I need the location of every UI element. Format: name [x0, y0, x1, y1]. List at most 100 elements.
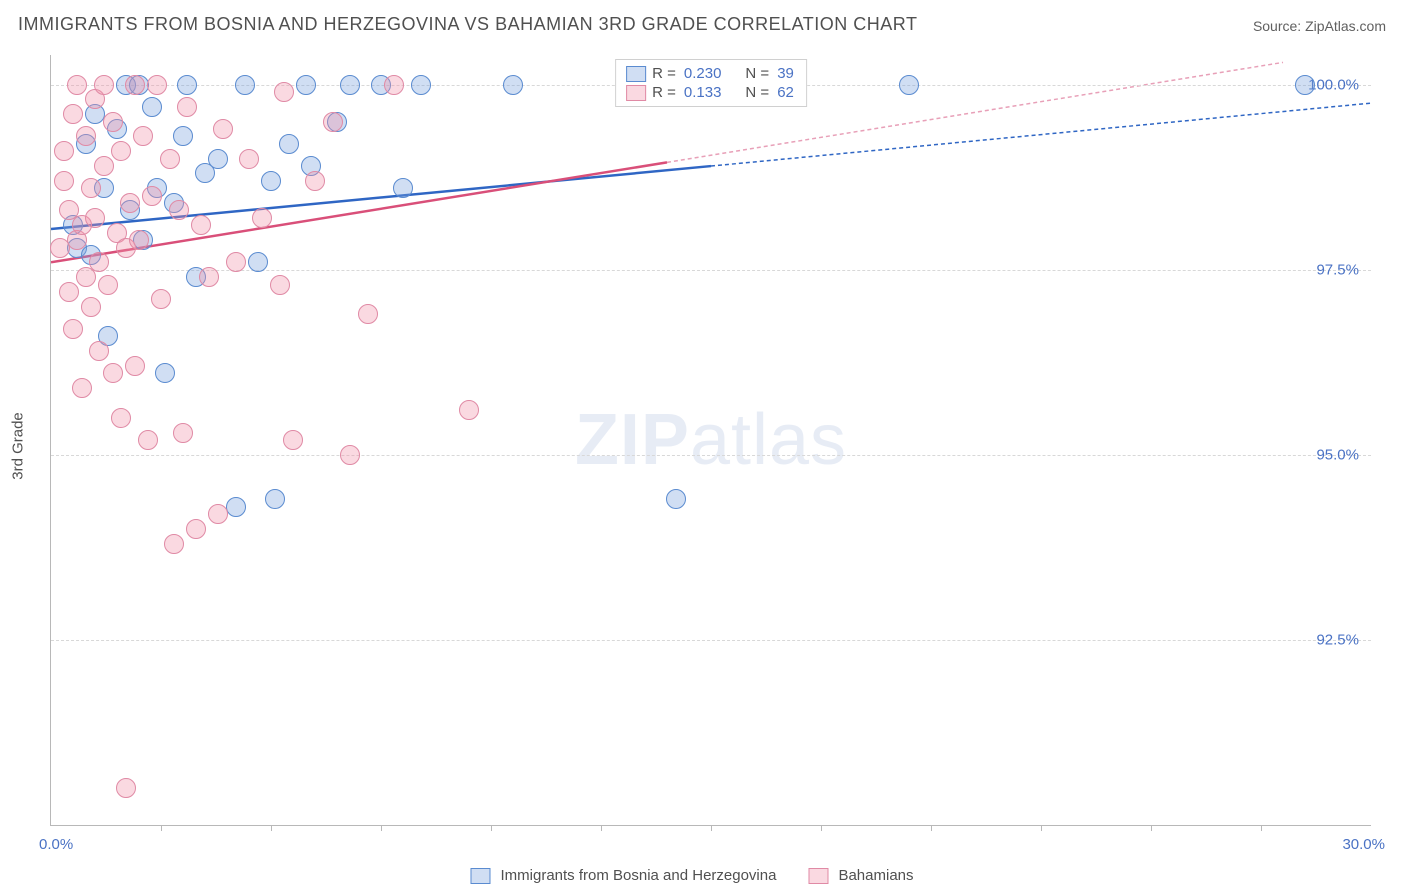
- data-point: [81, 297, 101, 317]
- legend-r-label: R =: [652, 65, 676, 82]
- data-point: [147, 75, 167, 95]
- data-point: [59, 282, 79, 302]
- data-point: [323, 112, 343, 132]
- data-point: [270, 275, 290, 295]
- plot-area: ZIPatlas 92.5%95.0%97.5%100.0% R =0.230N…: [50, 55, 1371, 826]
- legend-n-label: N =: [745, 84, 769, 101]
- data-point: [666, 489, 686, 509]
- gridline: [51, 455, 1371, 456]
- stats-legend-row: R =0.230N =39: [626, 64, 796, 83]
- data-point: [67, 75, 87, 95]
- data-point: [72, 378, 92, 398]
- gridline: [51, 270, 1371, 271]
- y-tick-label: 100.0%: [1308, 76, 1359, 93]
- data-point: [213, 119, 233, 139]
- data-point: [98, 275, 118, 295]
- x-tick: [1261, 825, 1262, 831]
- data-point: [76, 126, 96, 146]
- x-tick: [821, 825, 822, 831]
- data-point: [173, 423, 193, 443]
- data-point: [248, 252, 268, 272]
- data-point: [63, 104, 83, 124]
- legend-swatch: [470, 868, 490, 884]
- data-point: [186, 519, 206, 539]
- data-point: [199, 267, 219, 287]
- data-point: [265, 489, 285, 509]
- watermark: ZIPatlas: [575, 399, 847, 481]
- data-point: [393, 178, 413, 198]
- data-point: [89, 341, 109, 361]
- data-point: [125, 356, 145, 376]
- data-point: [151, 289, 171, 309]
- series-legend: Immigrants from Bosnia and Herzegovina Ba…: [470, 867, 935, 884]
- x-tick: [491, 825, 492, 831]
- data-point: [340, 75, 360, 95]
- data-point: [340, 445, 360, 465]
- data-point: [177, 75, 197, 95]
- legend-swatch: [626, 66, 646, 82]
- watermark-atlas: atlas: [690, 400, 847, 480]
- y-tick-label: 95.0%: [1316, 446, 1359, 463]
- data-point: [358, 304, 378, 324]
- trend-lines-svg: [51, 55, 1371, 825]
- data-point: [899, 75, 919, 95]
- stats-legend-row: R = 0.133 N = 62: [626, 83, 796, 102]
- x-tick: [271, 825, 272, 831]
- data-point: [54, 141, 74, 161]
- x-tick: [601, 825, 602, 831]
- data-point: [142, 97, 162, 117]
- watermark-zip: ZIP: [575, 400, 690, 480]
- data-point: [103, 363, 123, 383]
- data-point: [63, 319, 83, 339]
- data-point: [173, 126, 193, 146]
- data-point: [274, 82, 294, 102]
- legend-n-value: 62: [777, 84, 794, 101]
- data-point: [111, 408, 131, 428]
- data-point: [111, 141, 131, 161]
- data-point: [89, 252, 109, 272]
- legend-n-label: N =: [745, 65, 769, 82]
- legend-series-label: Immigrants from Bosnia and Herzegovina: [500, 867, 776, 884]
- data-point: [142, 186, 162, 206]
- data-point: [85, 208, 105, 228]
- data-point: [503, 75, 523, 95]
- source-attribution: Source: ZipAtlas.com: [1253, 18, 1386, 34]
- data-point: [261, 171, 281, 191]
- x-axis-max-label: 30.0%: [1342, 836, 1385, 853]
- data-point: [81, 178, 101, 198]
- y-tick-label: 97.5%: [1316, 261, 1359, 278]
- legend-r-value: 0.133: [684, 84, 722, 101]
- data-point: [103, 112, 123, 132]
- y-tick-label: 92.5%: [1316, 631, 1359, 648]
- data-point: [252, 208, 272, 228]
- data-point: [235, 75, 255, 95]
- data-point: [459, 400, 479, 420]
- data-point: [239, 149, 259, 169]
- x-tick: [1041, 825, 1042, 831]
- data-point: [94, 156, 114, 176]
- data-point: [94, 75, 114, 95]
- data-point: [129, 230, 149, 250]
- y-axis-label: 3rd Grade: [10, 412, 27, 480]
- legend-n-value: 39: [777, 65, 794, 82]
- data-point: [279, 134, 299, 154]
- data-point: [177, 97, 197, 117]
- data-point: [384, 75, 404, 95]
- data-point: [125, 75, 145, 95]
- x-axis-min-label: 0.0%: [39, 836, 73, 853]
- chart-title: IMMIGRANTS FROM BOSNIA AND HERZEGOVINA V…: [18, 14, 917, 35]
- x-tick: [931, 825, 932, 831]
- stats-legend: R =0.230N =39R =0.133N =62: [615, 59, 807, 107]
- data-point: [208, 504, 228, 524]
- data-point: [1295, 75, 1315, 95]
- data-point: [133, 126, 153, 146]
- data-point: [305, 171, 325, 191]
- x-tick: [381, 825, 382, 831]
- legend-r-label: R =: [652, 84, 676, 101]
- data-point: [296, 75, 316, 95]
- legend-series-label: Bahamians: [838, 867, 913, 884]
- data-point: [191, 215, 211, 235]
- data-point: [169, 200, 189, 220]
- data-point: [411, 75, 431, 95]
- gridline: [51, 640, 1371, 641]
